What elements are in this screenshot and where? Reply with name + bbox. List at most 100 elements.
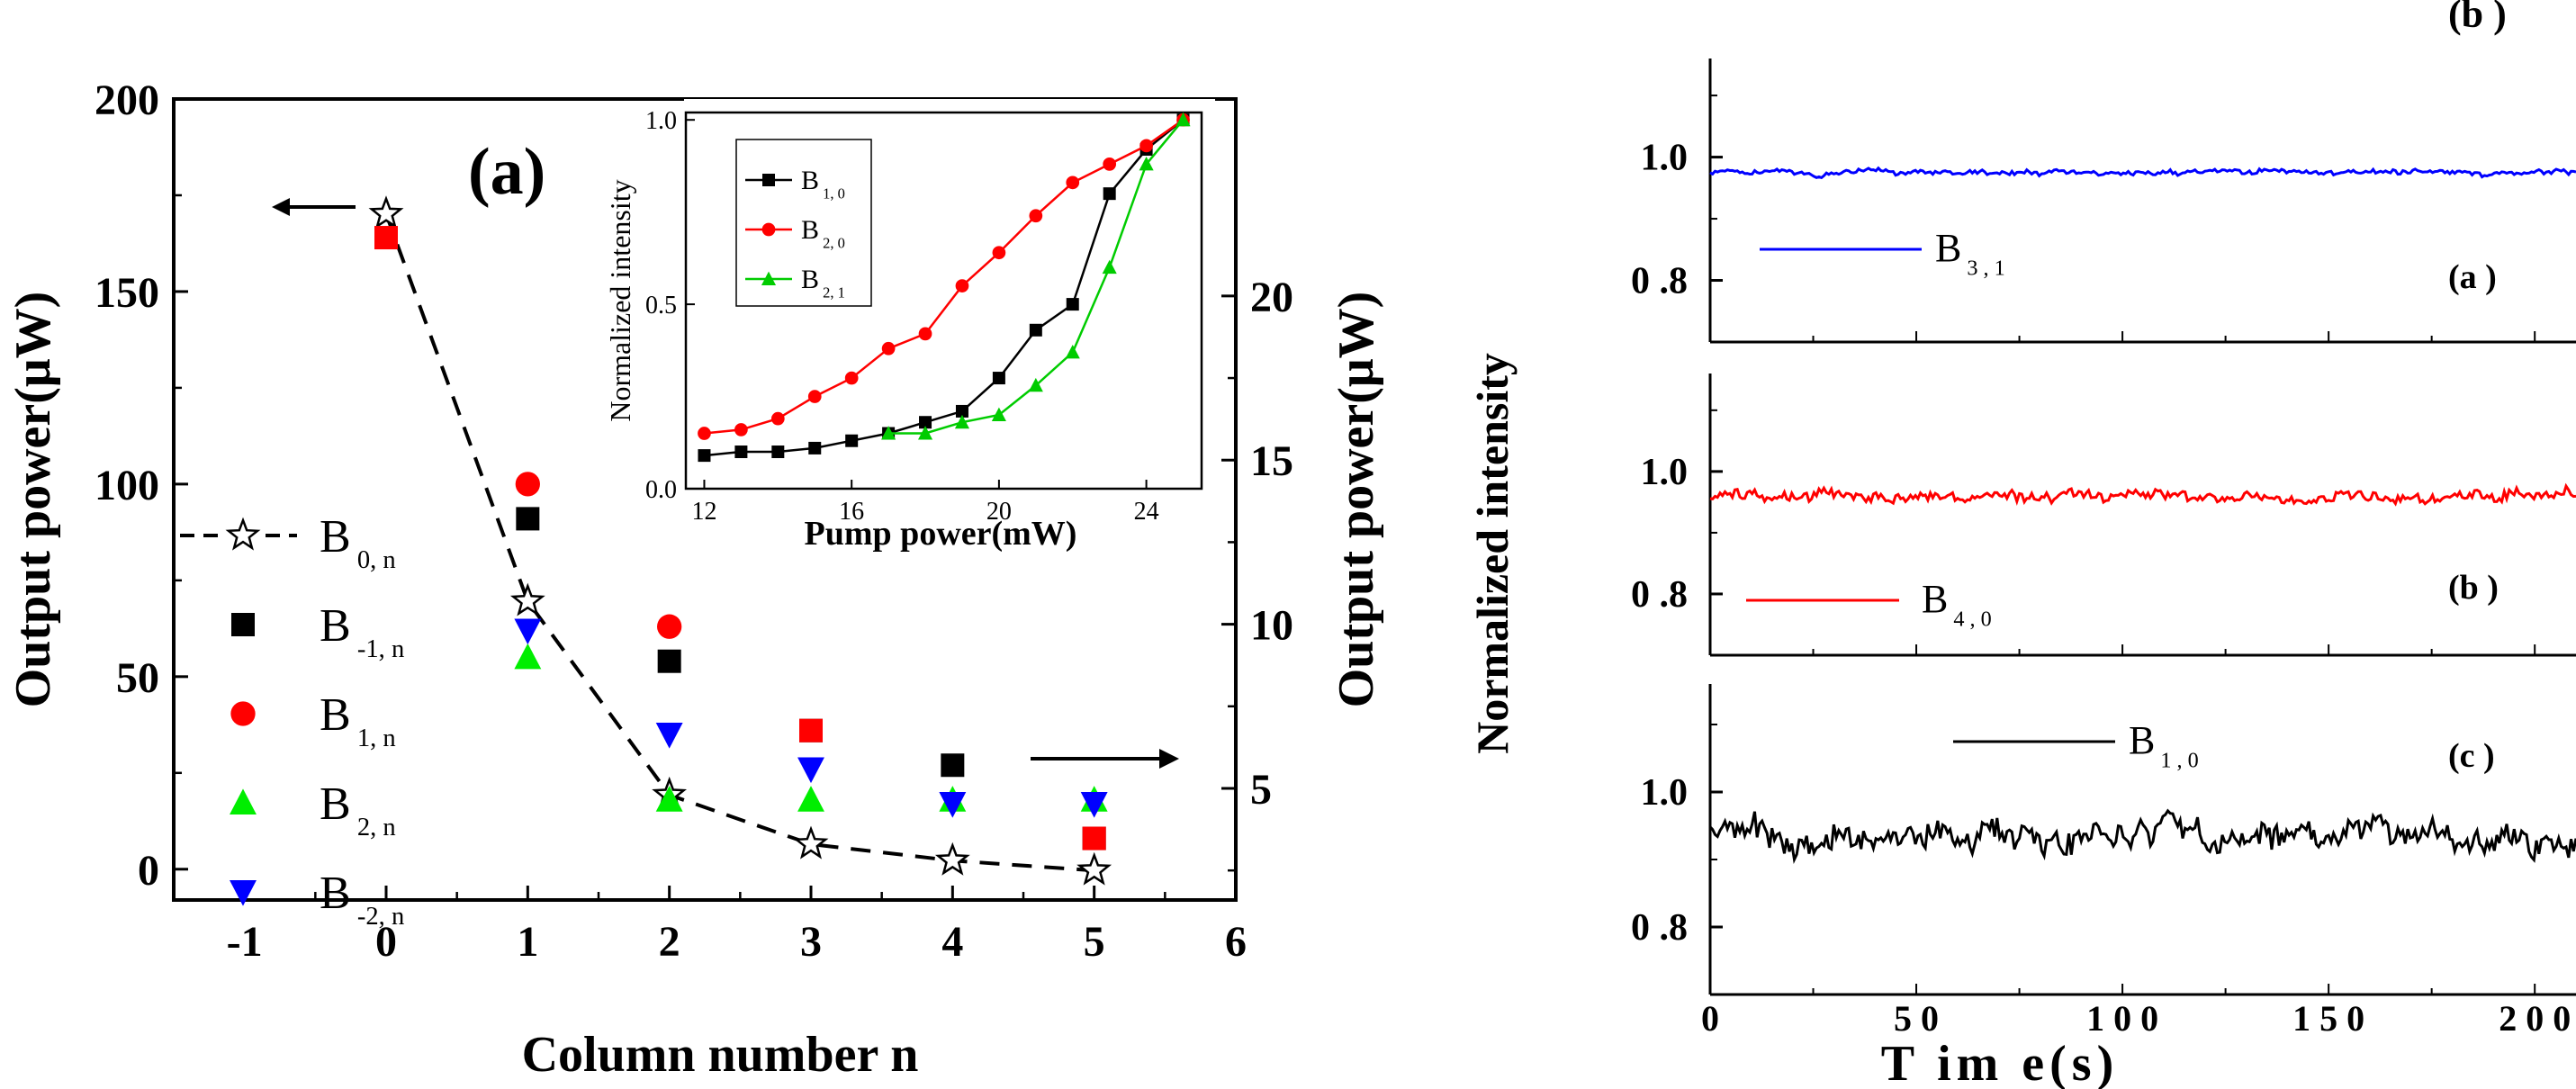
panel-a-xlabel: Column number n — [522, 1027, 919, 1083]
inset-xlabel: Pump power(mW) — [805, 515, 1077, 553]
marker-series-0 — [934, 842, 970, 876]
panel-b-subplots: 1.0 0 .8 B 3 , 1 (a ) 1.0 0 .8 B 4 , 0 (b ) 1.0 0… — [1631, 58, 2576, 996]
panel-b-label: (b ) — [2448, 0, 2507, 36]
inset-marker-1 — [1139, 139, 1153, 153]
inset-marker-2 — [1175, 112, 1191, 127]
marker-series-1 — [941, 753, 965, 778]
inset-marker-1 — [1103, 158, 1117, 171]
inset-frame — [684, 111, 1203, 490]
left-axis-arrow — [272, 198, 356, 216]
subplot-legend-label-0: B 3 , 1 — [1935, 226, 2005, 280]
marker-series-4 — [939, 792, 967, 818]
marker-series-1 — [516, 507, 540, 531]
inset-legend-marker-1 — [761, 222, 776, 237]
inset-marker-0 — [1103, 187, 1116, 201]
inset-ylabel: Normalized intensity — [604, 179, 636, 421]
inset-marker-1 — [881, 341, 896, 356]
panel-a-label: (a) — [468, 135, 545, 209]
inset-marker-1 — [734, 423, 748, 436]
x-tick-label: 5 — [1084, 918, 1105, 966]
inset-lines — [698, 112, 1191, 463]
inset-marker-1 — [807, 390, 822, 403]
x-tick-label: 4 — [941, 918, 963, 966]
panel-b-x-ticks: 0 5 0 1 0 0 1 5 0 2 0 0 — [1701, 998, 2571, 1039]
inset-y-tick-label: 0.0 — [645, 476, 677, 504]
inset-marker-1 — [1029, 209, 1043, 223]
subplot-trace-1 — [1709, 482, 2576, 507]
x-tick-label: 1 — [517, 918, 538, 966]
marker-series-1 — [657, 649, 681, 673]
inset-marker-0 — [698, 449, 711, 463]
inset-marker-0 — [955, 404, 968, 418]
subplot-label-1: (b ) — [2448, 569, 2499, 607]
panel-b-x-tick-label: 1 0 0 — [2086, 998, 2158, 1039]
legend-marker-4 — [230, 880, 257, 906]
panel-b: (b ) 1.0 0 .8 B 3 , 1 (a ) 1.0 0 .8 B 4 , 0 (b … — [1467, 0, 2576, 1089]
y-right-tick-label: 5 — [1250, 766, 1272, 814]
inset-marker-1 — [918, 327, 932, 341]
marker-series-2 — [515, 472, 540, 497]
inset-ticks: 12 16 20 24 0.0 0.5 1.0 — [645, 107, 1159, 526]
legend-marker-3 — [230, 788, 257, 814]
marker-series-3 — [655, 786, 683, 812]
y-left-tick-label: 150 — [95, 269, 159, 317]
inset-marker-0 — [771, 446, 785, 459]
inset-x-tick-label: 16 — [839, 498, 864, 526]
legend-label-3: B 2, n — [320, 778, 396, 842]
inset-marker-2 — [1102, 259, 1117, 274]
marker-series-0 — [793, 825, 829, 860]
legend-label-0: B 0, n — [320, 511, 396, 574]
panel-a-dashed-curve — [384, 213, 1094, 873]
marker-series-4 — [1080, 792, 1108, 818]
inset-marker-2 — [881, 426, 896, 440]
marker-series-4 — [514, 618, 542, 645]
inset-marker-2 — [1139, 156, 1154, 171]
legend-marker-0 — [225, 517, 261, 551]
marker-series-3 — [797, 786, 824, 812]
panel-b-x-tick-label: 0 — [1701, 998, 1719, 1039]
inset-legend-label-2: B 2, 1 — [801, 265, 845, 302]
inset-legend-label-0: B 1, 0 — [801, 166, 845, 202]
inset-marker-0 — [992, 372, 1005, 385]
inset-marker-1 — [698, 427, 711, 440]
inset-y-tick-label: 1.0 — [645, 107, 677, 135]
panel-a-ylabel-left: Output power(μW) — [5, 292, 61, 708]
inset-marker-0 — [808, 441, 822, 454]
y-left-tick-label: 50 — [116, 654, 159, 702]
panel-b-xlabel: T im e(s) — [1881, 1036, 2120, 1089]
marker-series-5 — [1082, 826, 1106, 850]
inset-x-tick-label: 12 — [691, 498, 716, 526]
inset-legend-label-1: B 2, 0 — [801, 215, 845, 252]
inset-marker-2 — [954, 414, 970, 429]
inset-marker-2 — [1065, 344, 1080, 359]
inset-marker-2 — [1028, 377, 1043, 392]
marker-series-3 — [514, 643, 542, 670]
subplot-y-tick-label: 1.0 — [1641, 138, 1689, 179]
inset-marker-2 — [991, 407, 1006, 422]
y-left-tick-label: 0 — [138, 847, 159, 895]
panel-a-markers — [368, 195, 1112, 886]
marker-series-2 — [657, 614, 682, 639]
panel-b-ylabel: Normalized intensity — [1467, 353, 1518, 754]
legend-label-1: B -1, n — [320, 600, 404, 663]
legend-label-2: B 1, n — [320, 689, 396, 752]
y-right-tick-label: 15 — [1250, 437, 1293, 485]
inset-marker-0 — [1029, 323, 1042, 337]
inset-y-tick-label: 0.5 — [645, 292, 677, 320]
inset-marker-0 — [919, 416, 932, 429]
panel-b-x-tick-label: 1 5 0 — [2292, 998, 2364, 1039]
inset-line-1 — [704, 119, 1184, 435]
marker-series-0 — [368, 195, 404, 230]
marker-series-0 — [509, 582, 545, 616]
panel-a-ylabel-right: Output power(μW) — [1329, 292, 1384, 708]
subplot-y-tick-label: 0 .8 — [1631, 574, 1688, 616]
x-tick-label: 2 — [659, 918, 680, 966]
x-tick-label: 6 — [1225, 918, 1247, 966]
inset-marker-1 — [770, 411, 785, 426]
subplot-legend-label-1: B 4 , 0 — [1922, 577, 1992, 631]
inset-legend-marker-2 — [761, 271, 777, 285]
subplot-trace-0 — [1709, 166, 2576, 180]
